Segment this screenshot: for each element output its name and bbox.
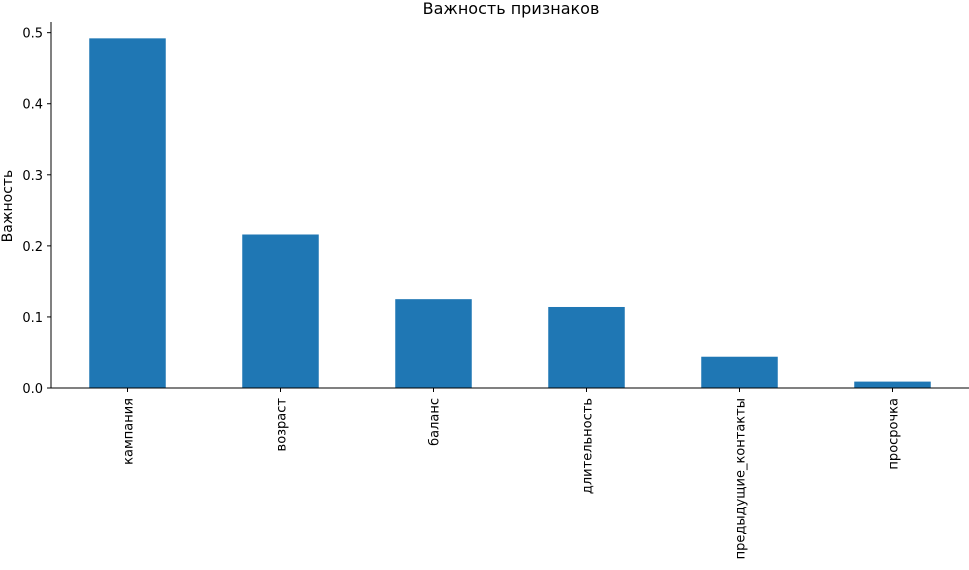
y-tick-label: 0.4 <box>22 98 43 113</box>
y-tick-label: 0.3 <box>22 169 43 184</box>
x-tick-label: баланс <box>428 398 443 446</box>
y-tick-label: 0.0 <box>22 382 43 397</box>
y-tick-label: 0.1 <box>22 311 43 326</box>
bar-1 <box>242 234 319 388</box>
x-tick-label: длительность <box>581 398 596 494</box>
bar-2 <box>395 299 472 388</box>
x-ticks-group: кампания возраст баланс длительность предыду… <box>122 388 902 559</box>
x-tick-label: просрочка <box>887 398 902 470</box>
chart-title: Важность признаков <box>423 0 600 18</box>
x-tick-label: кампания <box>122 398 137 465</box>
bar-4 <box>701 356 778 388</box>
bar-0 <box>89 38 166 388</box>
y-tick-label: 0.2 <box>22 240 43 255</box>
y-tick-label: 0.5 <box>22 27 43 42</box>
y-ticks-group: 0.0 0.1 0.2 0.3 0.4 0.5 <box>22 27 51 397</box>
x-tick-label: возраст <box>275 398 290 452</box>
x-tick-label: предыдущие_контакты <box>734 398 749 559</box>
bars-group <box>89 38 931 388</box>
bar-5 <box>854 381 931 388</box>
y-axis-label: Важность <box>0 170 16 243</box>
bar-3 <box>548 306 625 388</box>
